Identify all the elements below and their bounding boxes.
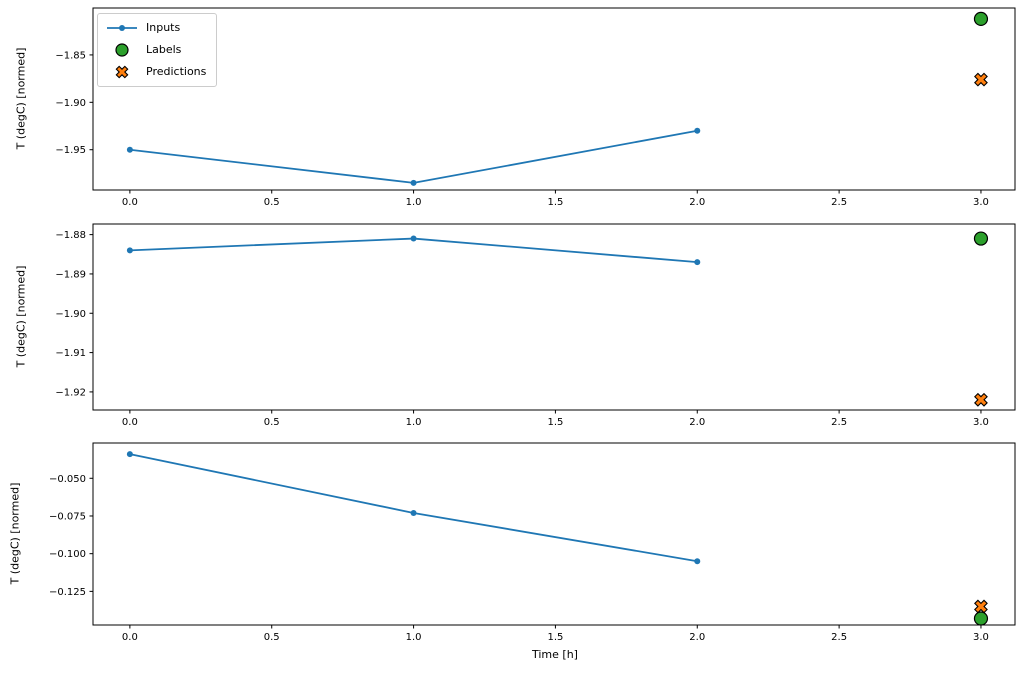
y-tick-label: −1.89 [55, 269, 86, 280]
x-tick-label: 0.5 [264, 197, 280, 208]
x-tick-label: 2.5 [831, 417, 847, 428]
axes-frame [92, 223, 1016, 411]
y-axis-label-top: T (degC) [normed] [14, 47, 28, 150]
predictions-marker [974, 72, 988, 87]
inputs-point [694, 259, 701, 266]
legend-label-predictions: Predictions [146, 65, 207, 78]
x-tick-label: 0.0 [122, 632, 138, 643]
y-tick-label: −1.85 [55, 50, 86, 61]
predictions-marker [974, 392, 988, 407]
labels-marker [973, 11, 989, 27]
x-tick-label: 0.0 [122, 417, 138, 428]
legend: Inputs Labels Predictions [97, 13, 218, 87]
inputs-line [129, 129, 698, 184]
inputs-point [410, 179, 417, 186]
y-axis-label-bottom: T (degC) [normed] [8, 482, 22, 585]
legend-label-labels: Labels [146, 43, 182, 56]
y-tick-label: −1.92 [55, 387, 86, 398]
x-tick-label: 1.5 [547, 632, 563, 643]
legend-item-inputs: Inputs [106, 19, 206, 37]
x-axis-label: Time [h] [532, 648, 578, 661]
labels-circle-icon [106, 42, 138, 58]
labels-marker [973, 611, 989, 626]
x-tick-label: 0.5 [264, 417, 280, 428]
inputs-point [694, 127, 701, 134]
x-tick-label: 3.0 [973, 417, 989, 428]
legend-label-inputs: Inputs [146, 21, 181, 34]
inputs-point [126, 451, 133, 458]
axes-frame [92, 7, 1016, 191]
x-tick-label: 0.0 [122, 197, 138, 208]
x-tick-label: 3.0 [973, 197, 989, 208]
y-tick-label: −1.90 [55, 309, 86, 320]
x-tick-label: 0.5 [264, 632, 280, 643]
inputs-point [694, 558, 701, 565]
x-tick-label: 2.0 [689, 417, 705, 428]
legend-item-predictions: Predictions [106, 63, 206, 81]
y-tick-label: −0.125 [49, 587, 86, 598]
legend-item-labels: Labels [106, 41, 206, 59]
inputs-point [126, 146, 133, 153]
predictions-marker [974, 599, 988, 614]
x-tick-label: 1.0 [406, 632, 422, 643]
inputs-point [410, 509, 417, 516]
y-tick-label: −1.88 [55, 230, 86, 241]
axes-frame [92, 442, 1016, 626]
x-tick-label: 3.0 [973, 632, 989, 643]
inputs-line [129, 453, 698, 563]
inputs-line-icon [106, 20, 138, 36]
predictions-x-icon [106, 64, 138, 80]
x-tick-label: 2.5 [831, 632, 847, 643]
labels-marker [973, 231, 989, 246]
x-tick-label: 1.5 [547, 197, 563, 208]
y-tick-label: −1.95 [55, 145, 86, 156]
y-tick-label: −1.91 [55, 348, 86, 359]
y-tick-label: −1.90 [55, 98, 86, 109]
inputs-line [129, 237, 698, 264]
y-tick-label: −0.100 [49, 549, 86, 560]
y-tick-label: −0.075 [49, 511, 86, 522]
x-tick-label: 2.0 [689, 632, 705, 643]
x-tick-label: 2.0 [689, 197, 705, 208]
y-tick-label: −0.050 [49, 474, 86, 485]
inputs-point [410, 235, 417, 242]
inputs-point [126, 247, 133, 254]
x-tick-label: 1.0 [406, 417, 422, 428]
y-axis-label-middle: T (degC) [normed] [14, 265, 28, 368]
x-tick-label: 2.5 [831, 197, 847, 208]
x-tick-label: 1.0 [406, 197, 422, 208]
x-tick-label: 1.5 [547, 417, 563, 428]
